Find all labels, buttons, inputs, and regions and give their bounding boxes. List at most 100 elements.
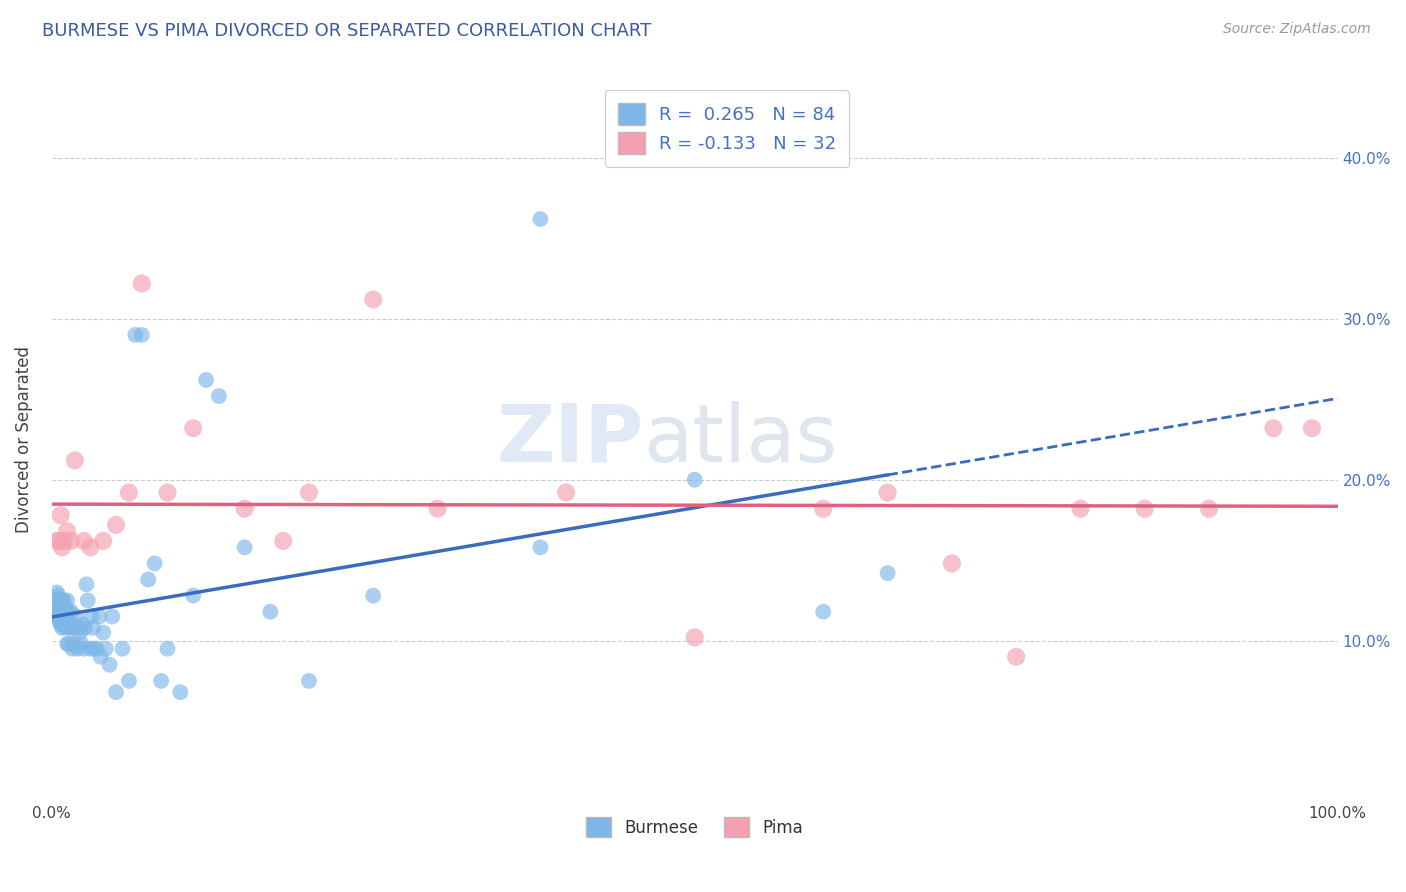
Point	[49, 593, 72, 607]
Point	[233, 541, 256, 555]
Point	[941, 557, 963, 571]
Point	[361, 589, 384, 603]
Point	[233, 501, 256, 516]
Y-axis label: Divorced or Separated: Divorced or Separated	[15, 346, 32, 533]
Point	[76, 593, 98, 607]
Point	[156, 641, 179, 656]
Point	[56, 609, 79, 624]
Point	[79, 541, 101, 555]
Point	[101, 609, 124, 624]
Point	[69, 625, 91, 640]
Point	[208, 389, 231, 403]
Point	[60, 533, 83, 548]
Legend: Burmese, Pima: Burmese, Pima	[579, 810, 810, 844]
Point	[426, 501, 449, 516]
Point	[169, 685, 191, 699]
Point	[73, 533, 96, 548]
Point	[56, 524, 79, 539]
Point	[143, 557, 166, 571]
Point	[1198, 501, 1220, 516]
Point	[60, 621, 83, 635]
Point	[105, 517, 128, 532]
Point	[45, 585, 67, 599]
Point	[52, 617, 75, 632]
Point	[89, 609, 111, 624]
Point	[66, 641, 89, 656]
Point	[65, 609, 87, 624]
Point	[118, 673, 141, 688]
Point	[124, 327, 146, 342]
Point	[79, 641, 101, 656]
Point	[118, 485, 141, 500]
Point	[529, 212, 551, 227]
Point	[876, 485, 898, 500]
Point	[83, 641, 105, 656]
Text: ZIP: ZIP	[496, 401, 644, 478]
Point	[45, 605, 67, 619]
Point	[51, 605, 73, 619]
Point	[91, 533, 114, 548]
Point	[46, 609, 69, 624]
Point	[195, 373, 218, 387]
Point	[49, 605, 72, 619]
Point	[80, 609, 103, 624]
Point	[90, 649, 112, 664]
Point	[48, 605, 70, 619]
Point	[51, 593, 73, 607]
Point	[51, 609, 73, 624]
Point	[1069, 501, 1091, 516]
Point	[91, 625, 114, 640]
Point	[49, 617, 72, 632]
Point	[49, 508, 72, 523]
Point	[529, 541, 551, 555]
Point	[271, 533, 294, 548]
Point	[62, 637, 84, 651]
Point	[82, 621, 104, 635]
Point	[46, 589, 69, 603]
Point	[98, 657, 121, 672]
Text: atlas: atlas	[644, 401, 838, 478]
Point	[72, 617, 94, 632]
Point	[58, 605, 80, 619]
Point	[813, 605, 835, 619]
Point	[131, 277, 153, 291]
Point	[181, 589, 204, 603]
Point	[813, 501, 835, 516]
Point	[111, 641, 134, 656]
Point	[52, 593, 75, 607]
Point	[136, 573, 159, 587]
Point	[53, 533, 76, 548]
Point	[60, 641, 83, 656]
Point	[58, 637, 80, 651]
Text: Source: ZipAtlas.com: Source: ZipAtlas.com	[1223, 22, 1371, 37]
Point	[1263, 421, 1285, 435]
Point	[51, 541, 73, 555]
Point	[75, 621, 97, 635]
Point	[53, 599, 76, 613]
Point	[683, 631, 706, 645]
Point	[150, 673, 173, 688]
Point	[259, 605, 281, 619]
Point	[46, 593, 69, 607]
Point	[156, 485, 179, 500]
Point	[298, 485, 321, 500]
Point	[555, 485, 578, 500]
Point	[94, 641, 117, 656]
Point	[44, 601, 66, 615]
Point	[63, 453, 86, 467]
Text: BURMESE VS PIMA DIVORCED OR SEPARATED CORRELATION CHART: BURMESE VS PIMA DIVORCED OR SEPARATED CO…	[42, 22, 651, 40]
Point	[131, 327, 153, 342]
Point	[59, 621, 82, 635]
Point	[683, 473, 706, 487]
Point	[56, 593, 79, 607]
Point	[48, 615, 70, 629]
Point	[361, 293, 384, 307]
Point	[53, 605, 76, 619]
Point	[56, 637, 79, 651]
Point	[52, 601, 75, 615]
Point	[70, 637, 93, 651]
Point	[876, 566, 898, 580]
Point	[298, 673, 321, 688]
Point	[55, 609, 77, 624]
Point	[48, 599, 70, 613]
